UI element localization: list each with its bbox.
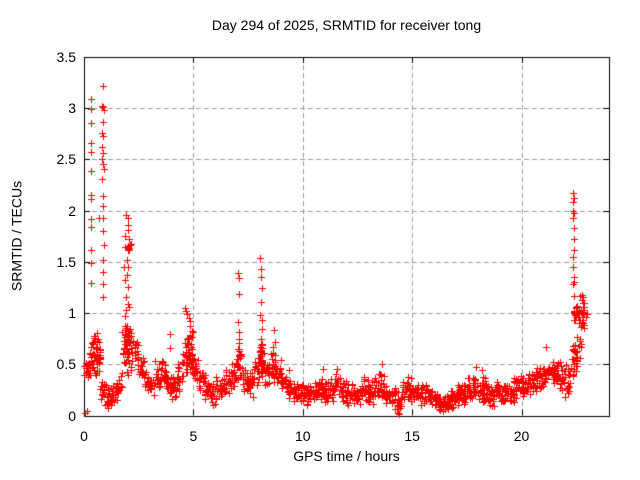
y-axis-label: SRMTID / TECUs [8, 180, 25, 292]
x-tick-label: 20 [513, 428, 530, 444]
x-tick-label: 10 [294, 428, 311, 444]
y-tick-label: 1 [68, 305, 76, 322]
y-tick-label: 0.5 [56, 356, 76, 373]
y-tick-label: 1.5 [56, 253, 76, 270]
chart-title: Day 294 of 2025, SRMTID for receiver ton… [211, 17, 482, 33]
y-tick-label: 3 [68, 100, 76, 117]
y-tick-label: 0 [68, 407, 76, 424]
x-axis-label: GPS time / hours [293, 448, 400, 464]
x-tick-label: 5 [189, 428, 198, 444]
y-tick-label: 2.5 [56, 151, 76, 168]
y-tick-label: 2 [68, 202, 76, 219]
x-tick-label: 0 [80, 428, 88, 444]
x-tick-label: 15 [404, 428, 420, 444]
y-tick-label: 3.5 [56, 49, 76, 65]
